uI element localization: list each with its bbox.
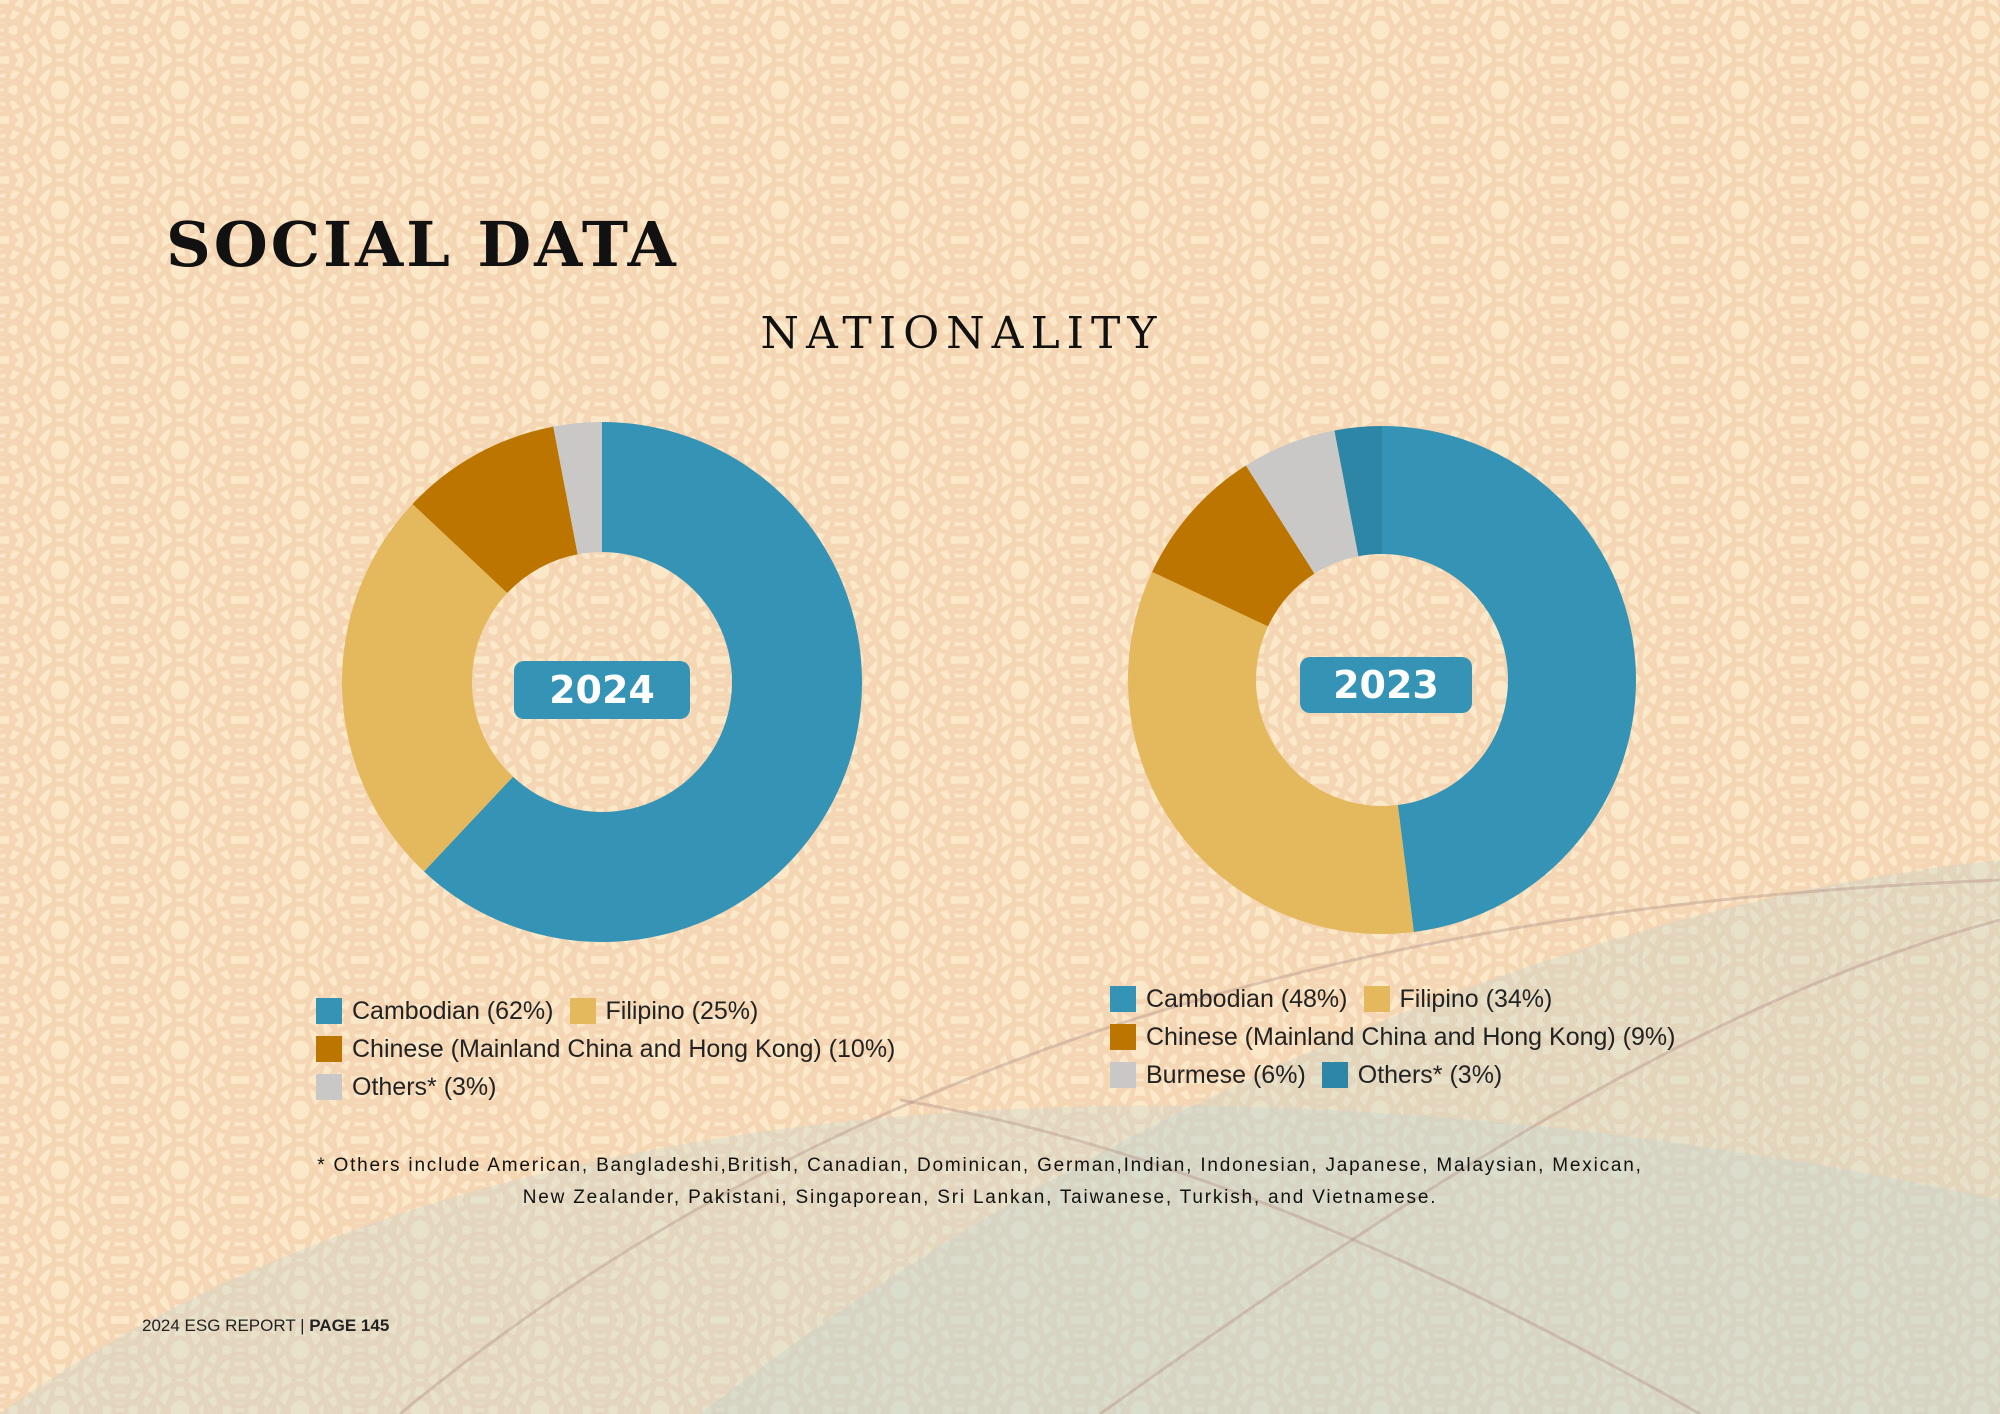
legend-label: Filipino (25%) [605, 996, 759, 1025]
legend-swatch [316, 1074, 342, 1100]
legend-2023: Cambodian (48%) Filipino (34%) Chinese (Ma… [1110, 980, 1691, 1094]
footnote: * Others include American, Bangladeshi,B… [317, 1155, 1643, 1208]
legend-swatch [316, 998, 342, 1024]
legend-label: Filipino (34%) [1399, 984, 1553, 1013]
slice-chinese-mainland-china-and-hong-kong-2024 [412, 426, 578, 594]
legend-item-cambodian: Cambodian (48%) [1110, 985, 1348, 1014]
year-badge-2023: 2023 [1300, 657, 1472, 713]
legend-row: Chinese (Mainland China and Hong Kong) (… [1110, 1018, 1691, 1056]
page-title: SOCIAL DATA [166, 208, 679, 281]
legend-row: Others* (3%) [316, 1068, 911, 1106]
legend-swatch [1110, 1024, 1136, 1050]
slice-chinese-mainland-china-and-hong-kong-2023 [1152, 465, 1315, 627]
legend-item-filipino: Filipino (25%) [569, 996, 759, 1026]
legend-row: Burmese (6%) Others* (3%) [1110, 1056, 1691, 1094]
legend-swatch [1110, 986, 1136, 1012]
legend-row: Chinese (Mainland China and Hong Kong) (… [316, 1030, 911, 1068]
legend-label: Cambodian (62%) [352, 996, 554, 1025]
legend-swatch [316, 1036, 342, 1062]
legend-swatch [1321, 1062, 1348, 1088]
legend-item-filipino: Filipino (34%) [1363, 984, 1553, 1014]
legend-swatch [1110, 1062, 1136, 1088]
legend-item-others: Others* (3%) [316, 1073, 496, 1102]
donut-chart-2024 [342, 422, 863, 942]
legend-swatch [569, 998, 596, 1024]
slice-filipino-2024 [342, 504, 514, 872]
slice-others-2023 [1334, 426, 1382, 557]
legend-swatch [1363, 986, 1390, 1012]
legend-label: Others* (3%) [1357, 1060, 1503, 1089]
slice-filipino-2023 [1128, 571, 1414, 934]
legend-label: Burmese (6%) [1146, 1060, 1306, 1089]
legend-label: Cambodian (48%) [1146, 984, 1348, 1013]
slice-cambodian-2024 [424, 422, 863, 942]
year-badge-2024: 2024 [514, 661, 690, 719]
footer-report-label: 2024 ESG REPORT | [142, 1316, 310, 1335]
legend-item-cambodian: Cambodian (62%) [316, 997, 554, 1026]
legend-item-chinese-mainland-china-and-hong-kong: Chinese (Mainland China and Hong Kong) (… [1110, 1023, 1675, 1052]
slice-others-2024 [553, 422, 602, 555]
legend-2024: Cambodian (62%) Filipino (25%) Chinese (Ma… [316, 992, 911, 1106]
legend-label: Chinese (Mainland China and Hong Kong) (… [1146, 1022, 1676, 1051]
slice-burmese-2023 [1245, 430, 1359, 574]
slice-cambodian-2023 [1382, 426, 1637, 932]
legend-item-burmese: Burmese (6%) [1110, 1061, 1306, 1090]
footer-page-number: PAGE 145 [309, 1316, 390, 1335]
legend-row: Cambodian (48%) Filipino (34%) [1110, 980, 1691, 1018]
legend-item-chinese-mainland-china-and-hong-kong: Chinese (Mainland China and Hong Kong) (… [316, 1035, 895, 1064]
donut-chart-2023 [1128, 426, 1637, 934]
legend-label: Chinese (Mainland China and Hong Kong) (… [352, 1034, 896, 1063]
legend-row: Cambodian (62%) Filipino (25%) [316, 992, 911, 1030]
section-title: NATIONALITY [760, 308, 1164, 359]
legend-label: Others* (3%) [352, 1072, 497, 1101]
page-footer: 2024 ESG REPORT | PAGE 145 [142, 1316, 389, 1336]
legend-item-others: Others* (3%) [1321, 1060, 1503, 1090]
